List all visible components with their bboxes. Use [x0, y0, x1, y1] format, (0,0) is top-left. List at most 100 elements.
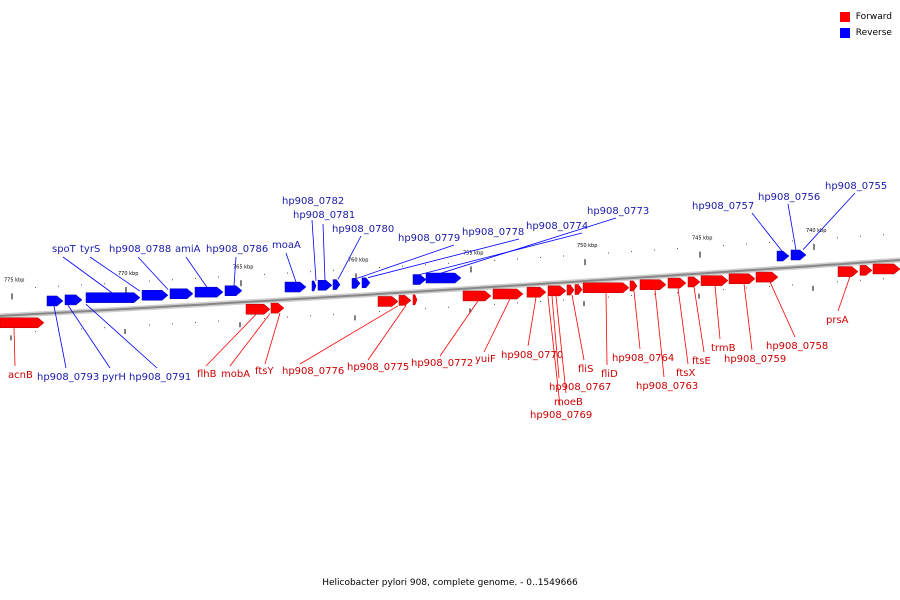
- legend: Forward Reverse: [839, 9, 892, 41]
- legend-forward-label: Forward: [855, 12, 892, 22]
- caption: Helicobacter pylori 908, complete genome…: [322, 578, 578, 588]
- gene-label-forward: moeB: [554, 397, 583, 408]
- minor-dot-lower: [517, 302, 518, 304]
- label-leader: [419, 232, 583, 275]
- gene-label-reverse: hp908_0781: [293, 210, 355, 221]
- label-leader: [571, 294, 585, 361]
- gene-label-forward: hp908_0772: [411, 358, 473, 369]
- reverse-gene-arrow: [351, 278, 361, 289]
- gene-label-forward: trmB: [711, 343, 736, 354]
- label-leader: [299, 305, 399, 365]
- minor-dot-lower: [769, 285, 770, 287]
- minor-dot: [172, 279, 173, 281]
- forward-gene-arrow: [0, 317, 45, 329]
- label-leader: [322, 223, 326, 281]
- minor-dot: [769, 241, 770, 243]
- reverse-gene-arrow: [412, 274, 427, 285]
- gene-label-forward: prsA: [826, 315, 849, 326]
- minor-dot-lower: [792, 284, 793, 286]
- forward-swatch: [839, 12, 850, 22]
- minor-dot: [494, 259, 495, 261]
- gene-label-reverse: amiA: [175, 244, 201, 255]
- gene-label-forward: hp908_0763: [636, 381, 698, 392]
- minor-dot: [149, 280, 150, 282]
- forward-gene-arrow: [547, 285, 567, 297]
- minor-dot-lower: [883, 278, 884, 280]
- gene-label-reverse: hp908_0774: [526, 221, 588, 232]
- minor-dot: [563, 255, 564, 257]
- label-leader: [367, 305, 407, 361]
- minor-dot: [608, 252, 609, 254]
- gene-label-forward: hp908_0759: [724, 354, 786, 365]
- minor-dot-lower: [631, 295, 632, 297]
- gene-label-reverse: hp908_0788: [109, 244, 171, 255]
- gene-label-reverse: hp908_0791: [129, 372, 191, 383]
- minor-dot: [35, 287, 36, 289]
- minor-dot-lower: [287, 316, 288, 318]
- gene-label-forward: ftsY: [255, 366, 274, 377]
- label-leader: [654, 289, 665, 378]
- label-leader: [605, 292, 608, 366]
- label-leader: [769, 281, 796, 338]
- gene-label-reverse: spoT: [52, 244, 77, 255]
- forward-gene-arrow: [566, 284, 575, 296]
- gene-label-forward: hp908_0775: [347, 362, 409, 373]
- label-leader: [89, 256, 141, 292]
- minor-dot: [677, 248, 678, 250]
- reverse-gene-arrow: [317, 280, 333, 291]
- minor-dot-lower: [104, 327, 105, 329]
- minor-dot: [883, 234, 884, 236]
- gene-label-forward: mobA: [221, 369, 250, 380]
- tick-label: 755 kbp: [463, 250, 483, 256]
- gene-label-forward: hp908_0770: [501, 350, 563, 361]
- reverse-gene-arrow: [790, 249, 807, 261]
- label-leader: [285, 252, 297, 283]
- minor-dot: [631, 251, 632, 253]
- forward-gene-arrow: [629, 280, 638, 292]
- label-leader: [356, 244, 455, 279]
- minor-dot: [81, 284, 82, 286]
- gene-label-forward: fliD: [601, 369, 618, 380]
- minor-dot-lower: [264, 317, 265, 319]
- label-leader: [693, 286, 705, 353]
- gene-label-reverse: tyrS: [80, 244, 100, 255]
- minor-dot-lower: [654, 293, 655, 295]
- minor-dot-lower: [677, 292, 678, 294]
- gene-label-reverse: hp908_0780: [332, 224, 394, 235]
- forward-gene-arrow: [412, 294, 418, 306]
- label-leader: [229, 313, 271, 367]
- minor-dot-lower: [149, 324, 150, 326]
- gene-label-reverse: moaA: [272, 240, 301, 251]
- forward-gene-arrow: [574, 284, 583, 295]
- forward-gene-arrow: [462, 290, 492, 302]
- label-leader: [714, 285, 721, 340]
- minor-dot: [104, 283, 105, 285]
- reverse-gene-arrow: [194, 286, 224, 298]
- backbone-line: [0, 259, 900, 317]
- label-leader: [547, 296, 561, 407]
- reverse-gene-arrow: [141, 290, 169, 301]
- minor-dot-lower: [837, 281, 838, 283]
- minor-dot: [792, 240, 793, 242]
- gene-label-reverse: pyrH: [102, 372, 126, 383]
- minor-dot: [287, 272, 288, 274]
- label-leader: [13, 328, 16, 367]
- gene-label-forward: hp908_0769: [530, 410, 592, 421]
- reverse-gene-arrow: [284, 281, 307, 293]
- gene-label-forward: yuiF: [475, 354, 496, 365]
- gene-label-forward: flhB: [197, 369, 217, 380]
- gene-label-reverse: hp908_0786: [206, 244, 268, 255]
- gene-label-forward: acnB: [8, 370, 33, 381]
- minor-dot: [540, 256, 541, 258]
- reverse-gene-arrow: [46, 295, 64, 307]
- forward-gene-arrow: [837, 266, 859, 277]
- label-leader: [802, 192, 856, 250]
- forward-gene-arrow: [582, 282, 630, 293]
- minor-dot: [723, 245, 724, 247]
- label-leader: [233, 256, 237, 286]
- minor-dot: [746, 243, 747, 245]
- forward-gene-arrow: [872, 263, 900, 275]
- minor-dot: [218, 276, 219, 278]
- minor-dot: [402, 265, 403, 267]
- gene-label-reverse: hp908_0757: [692, 201, 754, 212]
